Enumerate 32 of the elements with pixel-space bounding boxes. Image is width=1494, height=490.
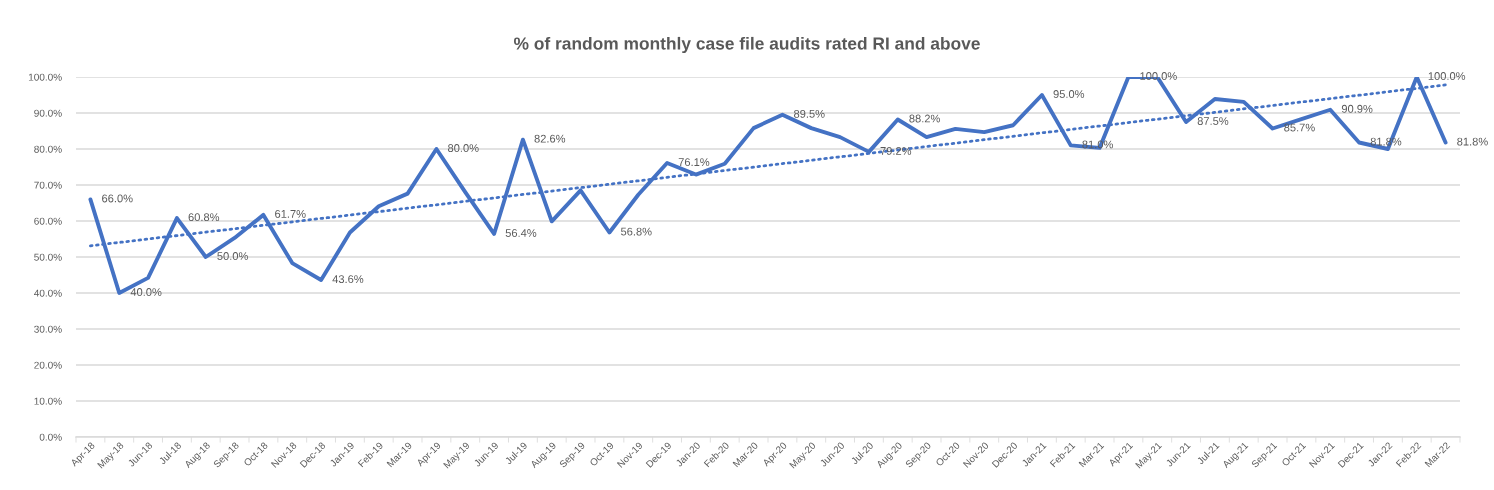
data-label: 87.5% <box>1197 117 1229 125</box>
data-label: 43.6% <box>332 275 364 284</box>
data-label: 89.5% <box>794 109 825 118</box>
data-label: 88.2% <box>909 114 940 123</box>
data-label: 40.0% <box>130 288 162 296</box>
y-tick-label: 50.0% <box>34 253 62 261</box>
y-tick-label: 10.0% <box>34 397 62 405</box>
data-label: 90.9% <box>1341 104 1373 113</box>
chart-title: % of random monthly case file audits rated RI and above <box>513 36 980 54</box>
y-tick-label: 100.0% <box>28 73 62 81</box>
data-label: 81.8% <box>1457 137 1488 146</box>
y-tick-label: 40.0% <box>33 289 62 297</box>
data-label: 60.8% <box>188 213 220 222</box>
y-tick-label: 90.0% <box>34 109 62 117</box>
y-tick-label: 70.0% <box>34 181 62 189</box>
y-tick-label: 20.0% <box>34 361 62 369</box>
y-tick-label: 0.0% <box>39 433 62 441</box>
data-label: 95.0% <box>1053 90 1085 98</box>
data-label: 100.0% <box>1140 72 1177 80</box>
data-label: 80.0% <box>448 144 479 152</box>
data-label: 56.8% <box>620 227 652 236</box>
data-label: 56.4% <box>505 229 537 237</box>
data-label: 85.7% <box>1284 123 1315 132</box>
y-tick-label: 80.0% <box>34 145 62 153</box>
data-label: 50.0% <box>217 252 248 260</box>
data-label: 76.1% <box>678 158 710 167</box>
data-label: 66.0% <box>102 194 133 203</box>
y-tick-label: 30.0% <box>34 325 62 333</box>
data-label: 100.0% <box>1428 72 1466 80</box>
data-label: 82.6% <box>534 134 566 143</box>
data-label: 61.7% <box>275 209 306 218</box>
y-tick-label: 60.0% <box>34 217 62 225</box>
